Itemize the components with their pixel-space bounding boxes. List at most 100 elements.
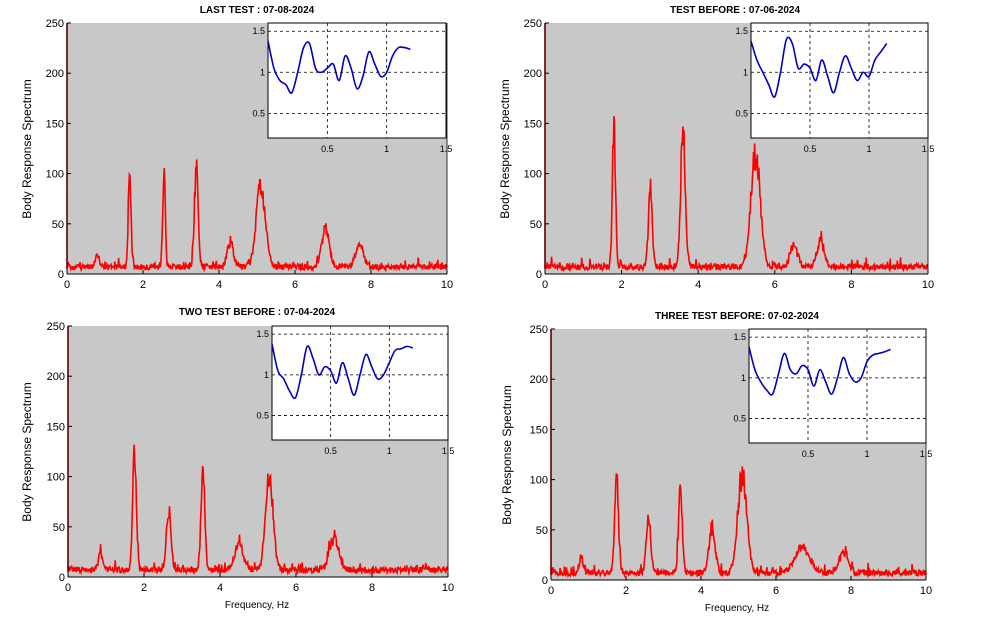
chart-panel-two-test-before: TWO TEST BEFORE : 07-04-2024 Body Respon…: [0, 300, 495, 619]
inset-x-tick-label: 1.5: [442, 446, 455, 456]
x-axis-label: Frequency, Hz: [705, 603, 769, 614]
x-tick-label: 6: [293, 582, 299, 594]
y-tick-label: 0: [536, 269, 542, 281]
y-tick-label: 50: [52, 219, 64, 231]
inset-y-tick-label: 0.5: [252, 108, 265, 118]
inset-x-tick-label: 0.5: [802, 449, 815, 459]
chart-panel-three-test-before: THREE TEST BEFORE: 07-02-2024 Body Respo…: [495, 300, 990, 619]
inset-x-tick-label: 0.5: [804, 144, 817, 154]
inset-plot: 0.5 1 1.5 0.5 1 1.5: [733, 328, 933, 459]
y-axis-label: Body Response Spectrum: [20, 382, 34, 521]
x-tick-label: 8: [368, 279, 374, 291]
y-tick-label: 250: [524, 18, 542, 30]
y-tick-label: 50: [530, 219, 542, 231]
y-tick-label: 200: [47, 371, 65, 383]
inset-plot-area: [271, 325, 449, 441]
inset-y-tick-label: 1.5: [256, 329, 269, 339]
y-tick-label: 0: [542, 575, 548, 587]
y-tick-label: 100: [530, 475, 548, 487]
x-tick-label: 10: [441, 279, 453, 291]
spectrum-chart: THREE TEST BEFORE: 07-02-2024 Body Respo…: [500, 311, 933, 614]
x-tick-label: 0: [65, 582, 71, 594]
spectrum-series-line: [67, 326, 449, 577]
inset-y-tick-label: 1: [741, 373, 746, 383]
spectrum-chart: TEST BEFORE : 07-06-2024 Body Response S…: [498, 5, 935, 291]
x-tick-label: 4: [216, 279, 222, 291]
chart-title: TWO TEST BEFORE : 07-04-2024: [179, 307, 336, 318]
x-tick-label: 8: [369, 582, 375, 594]
inset-x-tick-label: 1.5: [920, 449, 933, 459]
chart-title: TEST BEFORE : 07-06-2024: [670, 5, 800, 16]
x-tick-label: 0: [64, 279, 70, 291]
inset-x-tick-label: 1: [384, 144, 389, 154]
x-tick-label: 6: [772, 279, 778, 291]
y-tick-label: 250: [46, 18, 64, 30]
inset-series-line: [271, 343, 414, 400]
inset-plot-area: [748, 328, 927, 444]
inset-y-tick-label: 0.5: [735, 108, 748, 118]
y-tick-label: 50: [53, 522, 65, 534]
inset-plot-area: [267, 22, 447, 139]
inset-y-tick-label: 0.5: [256, 411, 269, 421]
inset-plot: 0.5 1 1.5 0.5 1 1.5: [252, 22, 453, 154]
x-tick-label: 2: [141, 582, 147, 594]
x-tick-label: 4: [217, 582, 223, 594]
chart-panel-last-test: LAST TEST : 07-08-2024 Body Response Spe…: [0, 0, 495, 310]
y-tick-label: 200: [46, 68, 64, 80]
x-tick-label: 0: [548, 585, 554, 597]
inset-x-tick-label: 1: [864, 449, 869, 459]
inset-series-line: [750, 36, 888, 98]
y-tick-label: 200: [530, 374, 548, 386]
inset-x-tick-label: 1.5: [440, 144, 453, 154]
spectrum-series-line: [66, 23, 448, 273]
y-tick-label: 100: [46, 169, 64, 181]
inset-y-tick-label: 1: [264, 370, 269, 380]
inset-x-tick-label: 1.5: [922, 144, 935, 154]
inset-series-line: [748, 346, 891, 396]
x-tick-label: 6: [773, 585, 779, 597]
y-tick-label: 150: [47, 421, 65, 433]
inset-y-tick-label: 1.5: [735, 26, 748, 36]
y-tick-label: 100: [524, 169, 542, 181]
spectrum-series-line: [544, 23, 929, 273]
x-tick-label: 2: [623, 585, 629, 597]
inset-x-tick-label: 1: [866, 144, 871, 154]
spectrum-chart: TWO TEST BEFORE : 07-04-2024 Body Respon…: [20, 307, 455, 611]
x-tick-label: 10: [920, 585, 932, 597]
inset-x-tick-label: 0.5: [321, 144, 334, 154]
y-tick-label: 150: [524, 118, 542, 130]
x-tick-label: 2: [140, 279, 146, 291]
inset-y-tick-label: 1.5: [733, 332, 746, 342]
y-axis-label: Body Response Spectrum: [498, 79, 512, 218]
y-tick-label: 50: [536, 525, 548, 537]
x-tick-label: 8: [848, 585, 854, 597]
inset-x-tick-label: 1: [387, 446, 392, 456]
x-tick-label: 10: [922, 279, 934, 291]
y-tick-label: 150: [530, 424, 548, 436]
chart-panel-test-before: TEST BEFORE : 07-06-2024 Body Response S…: [495, 0, 990, 310]
y-axis-label: Body Response Spectrum: [20, 79, 34, 218]
y-axis-label: Body Response Spectrum: [500, 385, 514, 524]
x-tick-label: 10: [442, 582, 454, 594]
spectrum-series-line: [550, 329, 927, 579]
spectrum-chart: LAST TEST : 07-08-2024 Body Response Spe…: [20, 5, 453, 291]
chart-title: LAST TEST : 07-08-2024: [200, 5, 315, 16]
y-tick-label: 0: [58, 269, 64, 281]
inset-series-line: [267, 40, 411, 94]
inset-plot: 0.5 1 1.5 0.5 1 1.5: [256, 325, 455, 456]
inset-y-tick-label: 1: [743, 67, 748, 77]
inset-plot-area: [750, 22, 929, 139]
inset-y-tick-label: 1.5: [252, 26, 265, 36]
y-tick-label: 250: [47, 321, 65, 333]
y-tick-label: 150: [46, 118, 64, 130]
inset-plot: 0.5 1 1.5 0.5 1 1.5: [735, 22, 935, 154]
chart-title: THREE TEST BEFORE: 07-02-2024: [655, 311, 819, 322]
x-tick-label: 4: [698, 585, 704, 597]
y-tick-label: 100: [47, 472, 65, 484]
inset-y-tick-label: 1: [260, 67, 265, 77]
x-tick-label: 8: [848, 279, 854, 291]
